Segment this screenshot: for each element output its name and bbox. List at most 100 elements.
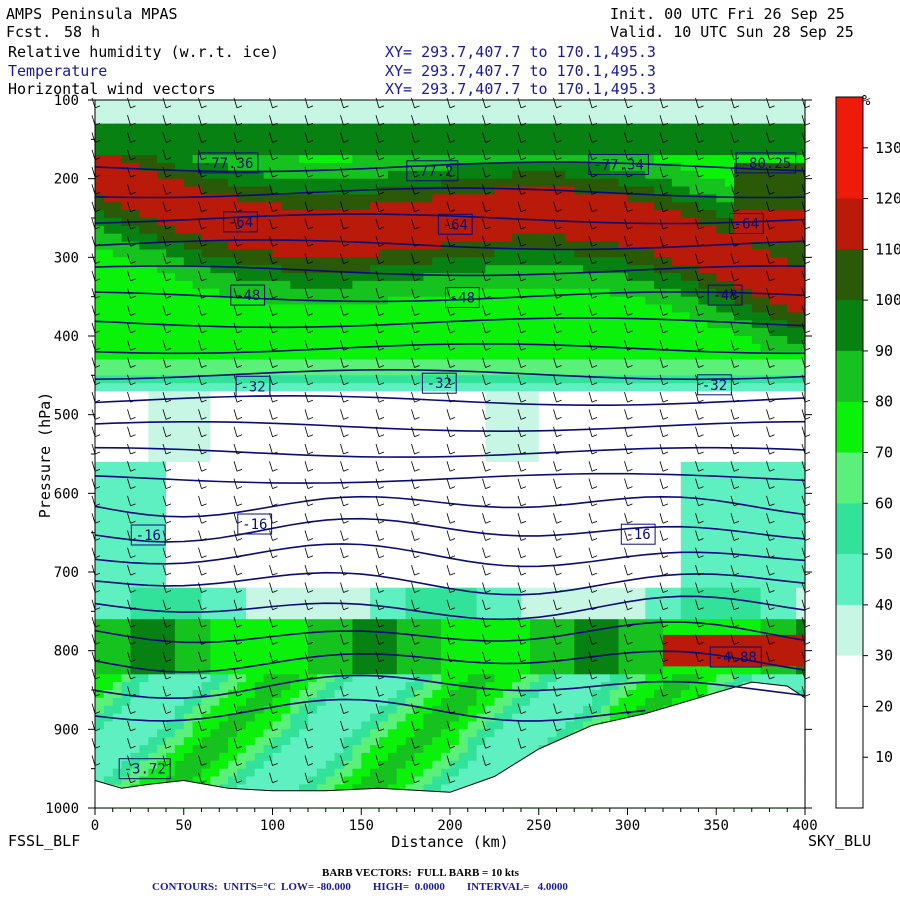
wind-barb [588, 582, 598, 593]
wind-barb [624, 357, 633, 368]
wind-barb [233, 634, 243, 645]
wind-barb [411, 703, 420, 714]
wind-barb [695, 218, 704, 230]
wind-barb [269, 686, 278, 697]
wind-barb [588, 166, 598, 178]
wind-barb [198, 391, 207, 403]
contour-label-box [118, 758, 171, 780]
wind-barb [162, 686, 172, 697]
wind-barb [127, 340, 136, 351]
wind-barb [517, 340, 527, 351]
wind-barb [730, 340, 740, 351]
wind-barb [269, 218, 278, 230]
wind-barb [304, 547, 314, 559]
wind-barb [162, 201, 172, 213]
colorbar-bin [836, 249, 863, 301]
wind-barb [127, 149, 136, 161]
contour-label-text: -48 [450, 291, 475, 307]
x-axis-label: Distance (km) [391, 833, 508, 851]
wind-barb [233, 668, 243, 680]
wind-barb [482, 409, 491, 420]
wind-barb [553, 495, 562, 507]
wind-barb [269, 703, 278, 714]
left-endpoint-label: FSSL_BLF [8, 832, 81, 850]
wind-barb [198, 634, 207, 645]
y-tick-label: 900 [54, 722, 79, 738]
wind-barb [730, 218, 740, 230]
wind-barb [411, 253, 420, 264]
contour-label: -4.88 [709, 646, 762, 668]
wind-barb [588, 616, 598, 628]
wind-barb [588, 703, 598, 714]
wind-barb [517, 115, 527, 126]
wind-barb [624, 668, 633, 680]
wind-barb [482, 651, 491, 663]
wind-barb [766, 201, 775, 213]
wind-barb [198, 166, 207, 178]
wind-barb [624, 253, 633, 264]
wind-barb [766, 218, 775, 230]
wind-barb [340, 634, 349, 645]
wind-barb [411, 495, 420, 507]
wind-barb [162, 443, 172, 455]
wind-barb [233, 772, 243, 784]
wind-barb [695, 426, 704, 438]
wind-barb [517, 236, 527, 247]
temperature-contour [94, 621, 806, 644]
wind-barb [340, 478, 349, 489]
wind-barb [375, 755, 385, 766]
wind-barb [233, 253, 243, 264]
wind-barb [411, 547, 420, 559]
wind-barb [233, 236, 243, 247]
wind-barb [233, 391, 243, 403]
wind-barb [269, 634, 278, 645]
colorbar-bin [836, 554, 863, 606]
temperature-contour [94, 213, 806, 225]
contour-label: -77.2 [406, 160, 459, 182]
wind-barb [766, 443, 775, 455]
wind-barb [233, 478, 243, 489]
wind-barb [127, 651, 136, 663]
wind-barb [766, 599, 775, 611]
wind-barb [588, 409, 598, 420]
wind-barb [375, 374, 385, 386]
wind-barb [127, 115, 136, 126]
x-tick-label: 150 [349, 818, 374, 834]
wind-barb [624, 443, 633, 455]
wind-barb [730, 599, 740, 611]
wind-barb [411, 634, 420, 645]
wind-barb [411, 599, 420, 611]
wind-barb [411, 149, 420, 161]
wind-barb [553, 288, 562, 299]
wind-barb [304, 149, 314, 161]
wind-barb [624, 201, 633, 213]
x-tick-label: 400 [792, 818, 817, 834]
wind-barb [198, 288, 207, 299]
wind-barb [340, 755, 349, 766]
wind-barb [198, 651, 207, 663]
contour-label: -64 [729, 213, 764, 234]
wind-barb [340, 409, 349, 420]
wind-barb [375, 772, 385, 784]
wind-barb [340, 253, 349, 264]
colorbar-bin [836, 401, 863, 453]
valid-time: Valid. 10 UTC Sun 28 Sep 25 [610, 23, 854, 41]
wind-barb [553, 322, 562, 334]
field-name-temperature: Temperature [8, 62, 108, 80]
wind-barb [659, 391, 669, 403]
wind-barb [588, 461, 598, 472]
wind-barb [269, 201, 278, 213]
wind-barb [624, 166, 633, 178]
temperature-contour [94, 517, 806, 543]
wind-barb [659, 184, 669, 195]
wind-barb [127, 322, 136, 334]
wind-barb [411, 478, 420, 489]
wind-barb [659, 461, 669, 472]
wind-barb [233, 288, 243, 299]
wind-barb [517, 184, 527, 195]
wind-barb [304, 478, 314, 489]
colorbar-tick-label: 130 [875, 139, 900, 157]
wind-barb [304, 409, 314, 420]
wind-barb [198, 236, 207, 247]
wind-barb [127, 616, 136, 628]
